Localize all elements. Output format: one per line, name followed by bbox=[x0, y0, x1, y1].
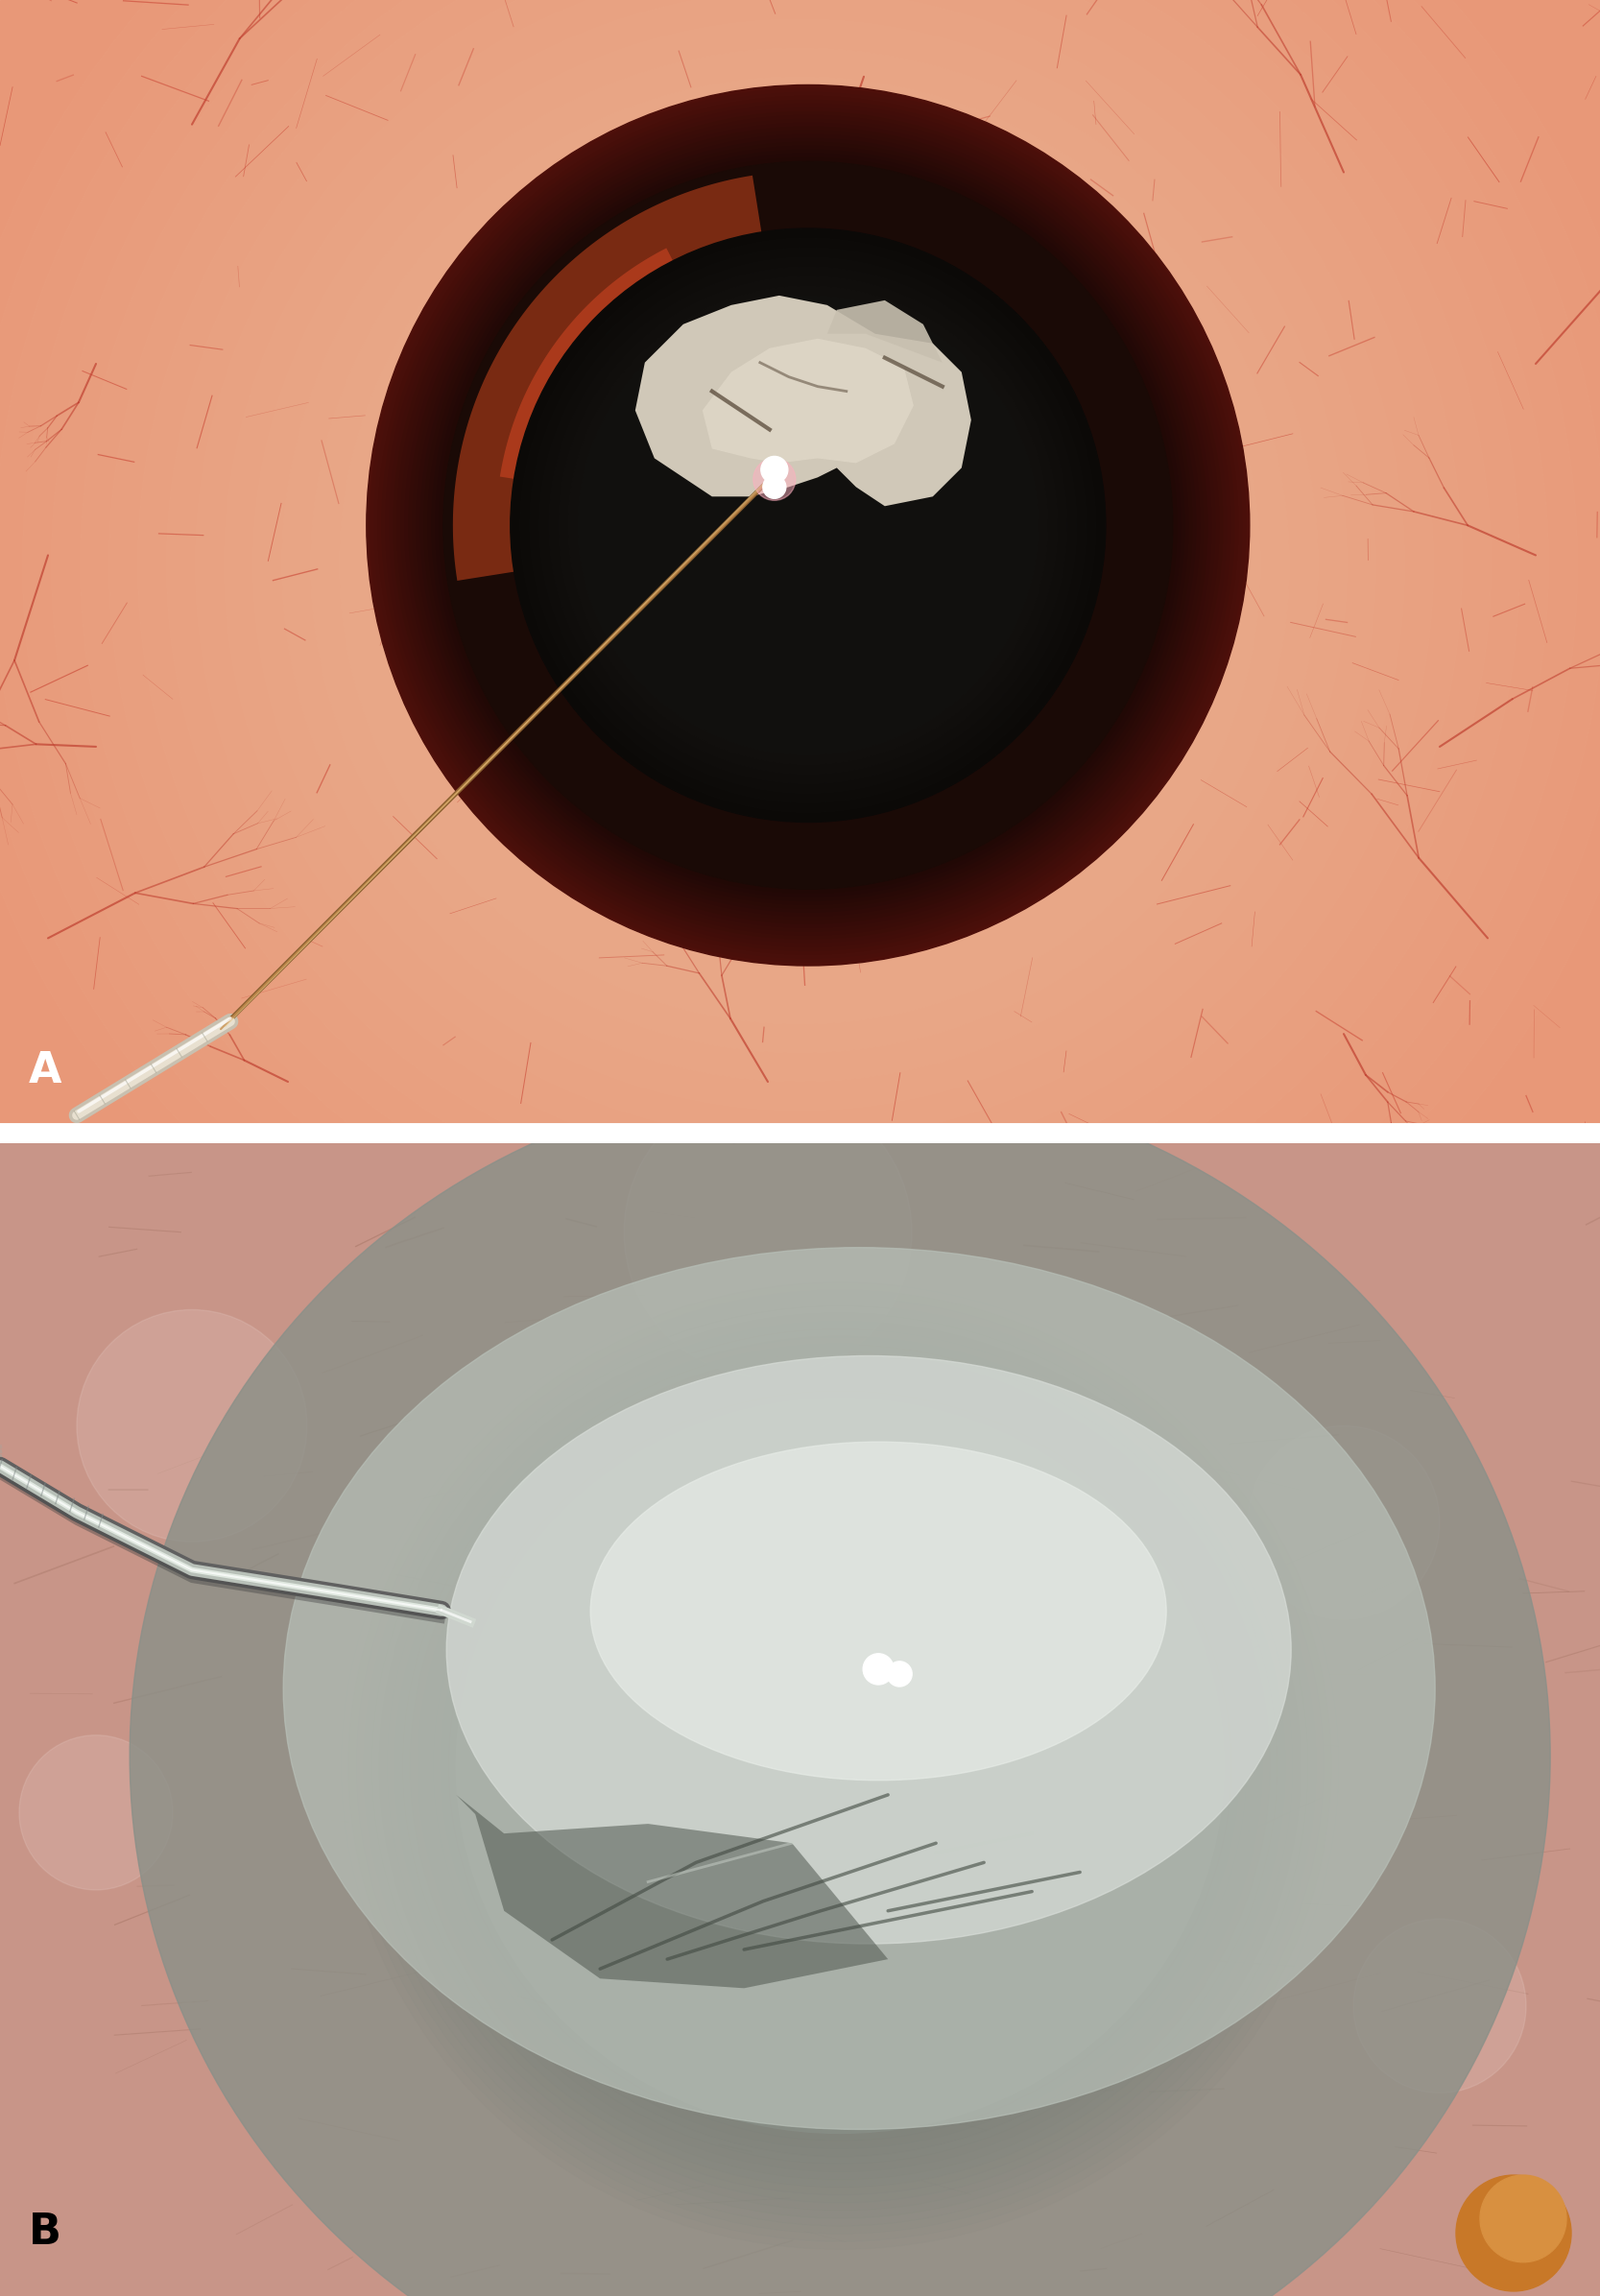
Ellipse shape bbox=[130, 1077, 1550, 2296]
Circle shape bbox=[763, 475, 786, 498]
Circle shape bbox=[592, 1479, 1072, 1961]
Polygon shape bbox=[453, 174, 766, 581]
Circle shape bbox=[432, 149, 1184, 900]
Ellipse shape bbox=[418, 1359, 1262, 2172]
Circle shape bbox=[1456, 2174, 1571, 2291]
Circle shape bbox=[0, 608, 1600, 2296]
Circle shape bbox=[77, 1309, 307, 1543]
Circle shape bbox=[0, 801, 1600, 2296]
Circle shape bbox=[0, 850, 1600, 2296]
Polygon shape bbox=[499, 248, 675, 480]
Circle shape bbox=[544, 1430, 1120, 2009]
Polygon shape bbox=[456, 1795, 888, 1988]
Circle shape bbox=[0, 657, 1600, 2296]
Circle shape bbox=[405, 124, 1211, 928]
Circle shape bbox=[754, 459, 795, 501]
Circle shape bbox=[624, 1088, 912, 1378]
Circle shape bbox=[378, 96, 1238, 955]
Circle shape bbox=[256, 1139, 1408, 2296]
Text: A: A bbox=[29, 1049, 62, 1091]
Circle shape bbox=[0, 512, 1600, 2296]
Ellipse shape bbox=[341, 1283, 1339, 2250]
Circle shape bbox=[862, 1653, 894, 1685]
Circle shape bbox=[496, 1382, 1168, 2057]
Circle shape bbox=[1248, 1426, 1440, 1619]
Ellipse shape bbox=[363, 1306, 1317, 2227]
Circle shape bbox=[421, 138, 1195, 912]
Ellipse shape bbox=[349, 1290, 1331, 2241]
Ellipse shape bbox=[440, 1382, 1240, 2149]
Circle shape bbox=[440, 158, 1176, 893]
Circle shape bbox=[366, 85, 1250, 967]
Ellipse shape bbox=[590, 1442, 1166, 1779]
Circle shape bbox=[416, 135, 1200, 916]
Ellipse shape bbox=[456, 1398, 1224, 2133]
Circle shape bbox=[443, 161, 1173, 889]
Circle shape bbox=[448, 1334, 1216, 2105]
Circle shape bbox=[510, 230, 1106, 822]
Ellipse shape bbox=[448, 1391, 1232, 2140]
Circle shape bbox=[304, 1187, 1360, 2252]
Circle shape bbox=[736, 1623, 928, 1816]
Ellipse shape bbox=[426, 1368, 1254, 2165]
Ellipse shape bbox=[379, 1320, 1301, 2211]
Circle shape bbox=[1480, 2174, 1566, 2262]
Circle shape bbox=[640, 1527, 1024, 1913]
Circle shape bbox=[400, 1283, 1264, 2156]
Circle shape bbox=[408, 126, 1208, 923]
Circle shape bbox=[160, 1042, 1504, 2296]
Polygon shape bbox=[635, 296, 971, 505]
Circle shape bbox=[352, 1235, 1312, 2204]
Ellipse shape bbox=[283, 1247, 1435, 2128]
Circle shape bbox=[16, 898, 1600, 2296]
Circle shape bbox=[389, 108, 1227, 944]
Ellipse shape bbox=[446, 1357, 1291, 1945]
Circle shape bbox=[64, 946, 1600, 2296]
Circle shape bbox=[386, 103, 1230, 946]
Circle shape bbox=[762, 457, 787, 482]
Circle shape bbox=[427, 147, 1189, 905]
Ellipse shape bbox=[357, 1297, 1323, 2234]
Circle shape bbox=[413, 131, 1203, 921]
Ellipse shape bbox=[410, 1352, 1270, 2179]
Ellipse shape bbox=[371, 1313, 1309, 2218]
Circle shape bbox=[374, 92, 1242, 957]
Circle shape bbox=[208, 1091, 1456, 2296]
Ellipse shape bbox=[434, 1375, 1246, 2156]
Circle shape bbox=[370, 90, 1246, 962]
Circle shape bbox=[1354, 1919, 1526, 2094]
Circle shape bbox=[424, 142, 1192, 909]
Polygon shape bbox=[827, 301, 942, 363]
Polygon shape bbox=[702, 338, 914, 464]
Circle shape bbox=[688, 1575, 976, 1864]
Circle shape bbox=[382, 101, 1234, 951]
Circle shape bbox=[19, 1736, 173, 1890]
Circle shape bbox=[784, 1671, 880, 1768]
Ellipse shape bbox=[387, 1329, 1293, 2202]
Circle shape bbox=[112, 994, 1552, 2296]
Circle shape bbox=[394, 113, 1222, 939]
Ellipse shape bbox=[402, 1343, 1278, 2188]
Circle shape bbox=[402, 119, 1214, 932]
Circle shape bbox=[397, 115, 1219, 934]
Circle shape bbox=[435, 154, 1181, 898]
Circle shape bbox=[886, 1662, 912, 1688]
Circle shape bbox=[0, 560, 1600, 2296]
Circle shape bbox=[0, 753, 1600, 2296]
Ellipse shape bbox=[395, 1336, 1285, 2195]
Circle shape bbox=[0, 705, 1600, 2296]
Text: B: B bbox=[29, 2211, 61, 2252]
